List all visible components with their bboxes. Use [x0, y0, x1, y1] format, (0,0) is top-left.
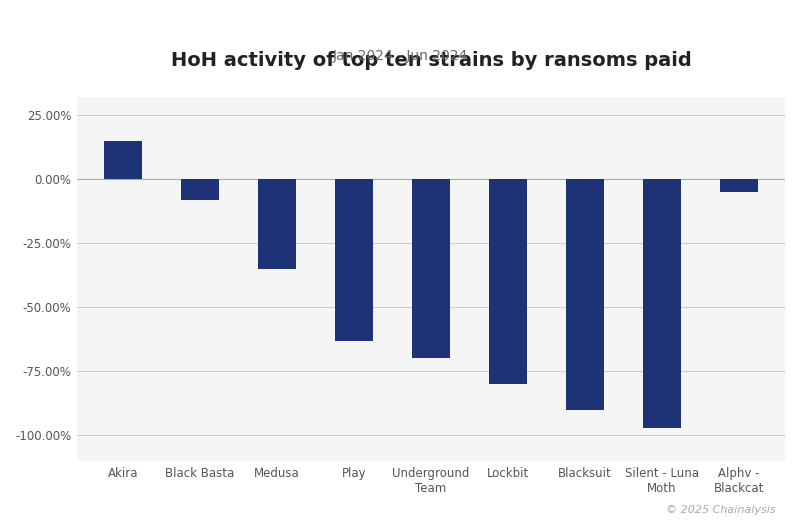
Bar — [566, 179, 604, 410]
Bar — [181, 179, 219, 200]
Bar — [334, 179, 373, 341]
Bar — [719, 179, 758, 192]
Bar — [642, 179, 681, 428]
Text: Jan 2024 - Jun 2024: Jan 2024 - Jun 2024 — [332, 49, 468, 63]
Title: HoH activity of top ten strains by ransoms paid: HoH activity of top ten strains by ranso… — [170, 51, 691, 70]
Bar — [489, 179, 527, 384]
Bar — [258, 179, 296, 269]
Bar — [104, 140, 142, 179]
Bar — [412, 179, 450, 358]
Text: © 2025 Chainalysis: © 2025 Chainalysis — [666, 505, 776, 515]
